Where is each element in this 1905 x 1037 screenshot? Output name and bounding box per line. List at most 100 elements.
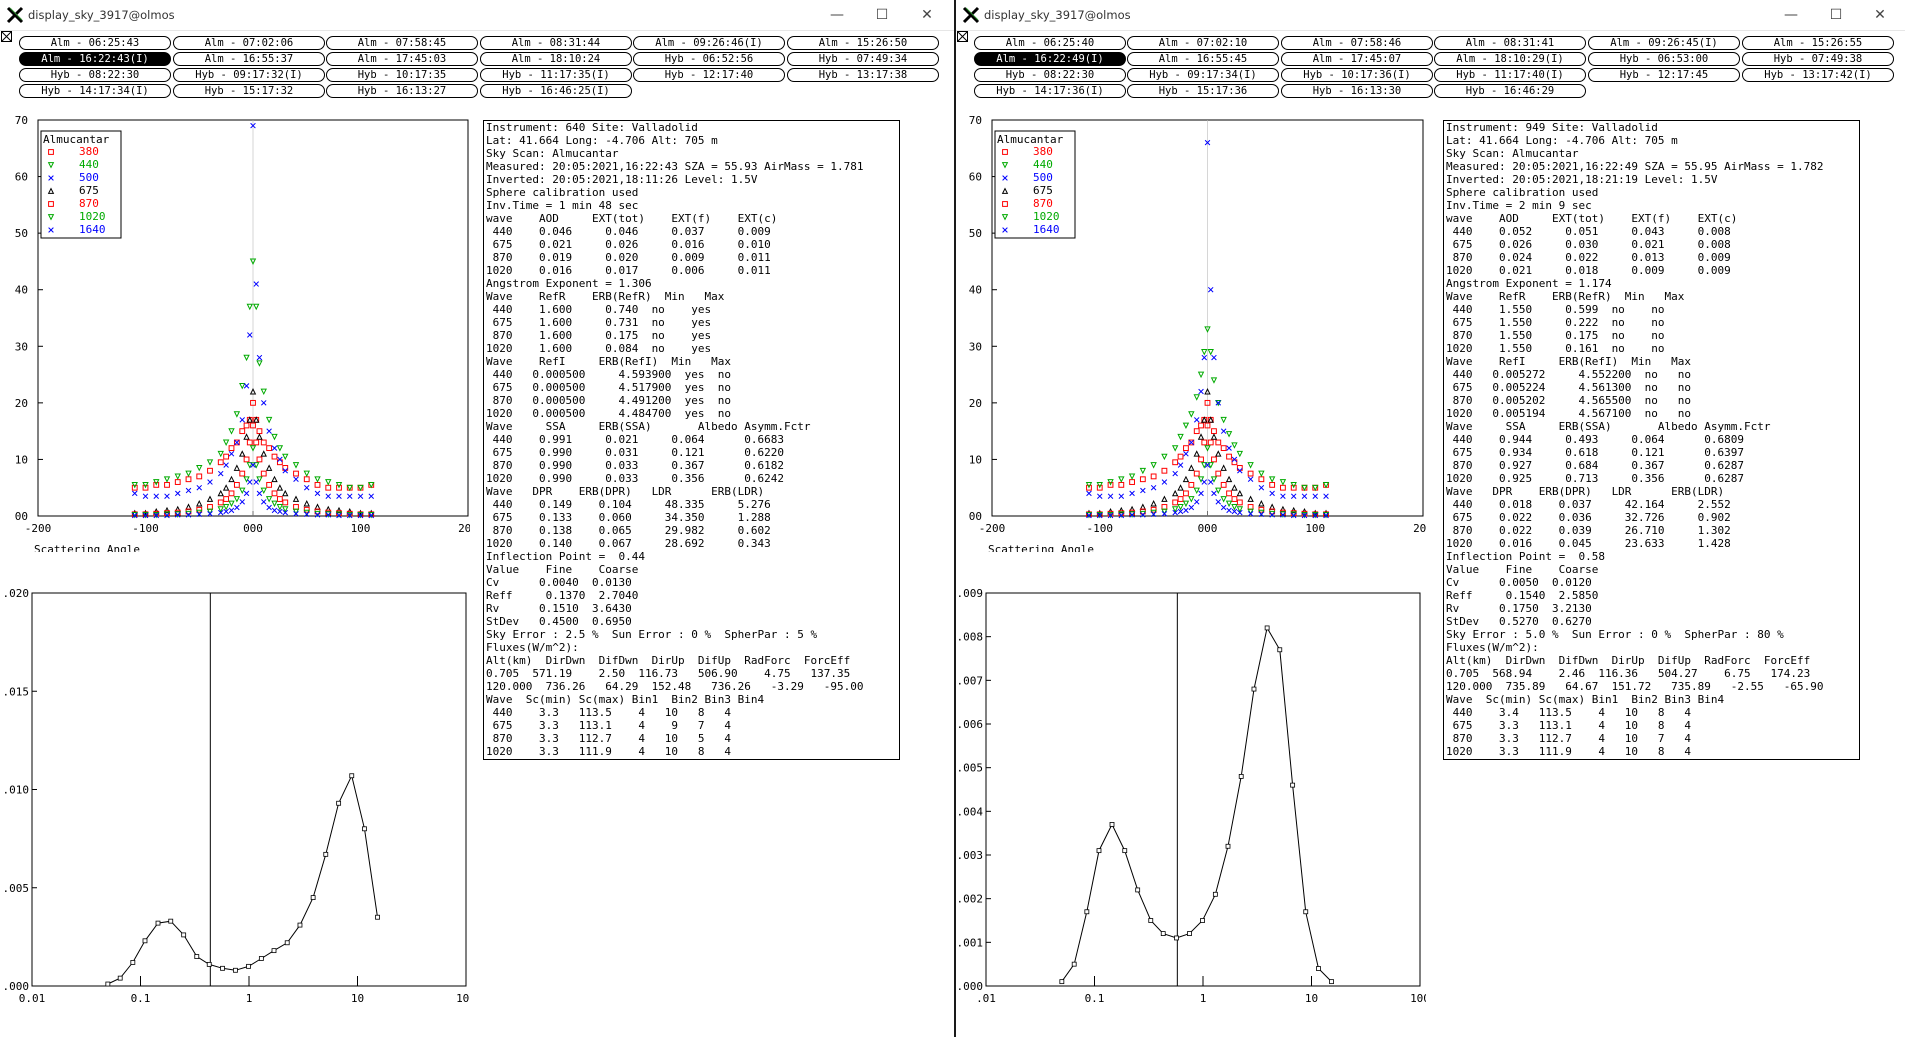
measurement-button[interactable]: Alm - 18:10:29(I) xyxy=(1434,52,1586,66)
data-point xyxy=(1279,479,1287,486)
data-point xyxy=(1215,439,1222,446)
data-point xyxy=(266,481,273,488)
close-button[interactable]: ✕ xyxy=(1874,7,1886,23)
measurement-button[interactable]: Hyb - 09:17:34(I) xyxy=(1127,68,1279,82)
maximize-button[interactable]: ☐ xyxy=(1829,7,1843,23)
data-point xyxy=(196,465,203,472)
data-point xyxy=(260,470,267,477)
close-button[interactable]: ✕ xyxy=(921,7,933,23)
minimize-button[interactable]: — xyxy=(1784,7,1798,23)
measurement-button[interactable]: Hyb - 10:17:35 xyxy=(326,68,478,82)
measurement-button[interactable]: Alm - 16:55:45 xyxy=(1127,52,1279,66)
data-point xyxy=(368,493,375,499)
measurement-button[interactable]: Alm - 08:31:44 xyxy=(480,36,632,50)
data-point xyxy=(223,453,230,460)
measurement-button[interactable]: Alm - 16:55:37 xyxy=(173,52,325,66)
measurement-button[interactable]: Hyb - 16:46:29 xyxy=(1434,84,1586,98)
legend-frame xyxy=(994,130,1076,239)
data-point xyxy=(1207,439,1214,446)
data-point xyxy=(253,439,260,446)
measurement-button[interactable]: Hyb - 11:17:35(I) xyxy=(480,68,632,82)
measurement-button[interactable]: Hyb - 16:46:25(I) xyxy=(480,84,632,98)
measurement-button[interactable]: Hyb - 11:17:40(I) xyxy=(1434,68,1586,82)
data-point xyxy=(1204,399,1211,406)
measurement-button[interactable]: Hyb - 06:52:56 xyxy=(633,52,785,66)
inversion-info-text: Instrument: 949 Site: Valladolid Lat: 41… xyxy=(1446,121,1824,758)
window-titlebar[interactable]: display_sky_3917@olmos — ☐ ✕ xyxy=(0,0,954,31)
data-point xyxy=(1269,512,1275,518)
data-point xyxy=(185,512,192,518)
y-tick-label: .008 xyxy=(957,631,984,644)
measurement-button[interactable]: Hyb - 08:22:30 xyxy=(974,68,1126,82)
y-tick-label: 50 xyxy=(969,227,982,240)
data-point xyxy=(1207,462,1214,469)
data-point xyxy=(1129,512,1135,518)
data-point xyxy=(233,481,240,488)
close-icon[interactable] xyxy=(957,31,968,42)
measurement-button[interactable]: Hyb - 07:49:38 xyxy=(1742,52,1894,66)
data-point xyxy=(253,303,260,311)
measurement-button[interactable]: Hyb - 06:53:00 xyxy=(1588,52,1740,66)
measurement-button[interactable]: Alm - 09:26:46(I) xyxy=(633,36,785,50)
data-point xyxy=(1128,505,1136,513)
measurement-button[interactable]: Hyb - 14:17:34(I) xyxy=(19,84,171,98)
measurement-button[interactable]: Alm - 07:02:06 xyxy=(173,36,325,50)
minimize-button[interactable]: — xyxy=(830,7,844,23)
measurement-button[interactable]: Hyb - 16:13:27 xyxy=(326,84,478,98)
measurement-button[interactable]: Hyb - 08:22:30 xyxy=(19,68,171,82)
data-point xyxy=(282,467,289,474)
legend-marker xyxy=(1002,149,1008,155)
data-point xyxy=(1193,450,1200,457)
data-point xyxy=(375,914,380,920)
measurement-button[interactable]: Hyb - 12:17:40 xyxy=(633,68,785,82)
measurement-button[interactable]: Alm - 07:58:45 xyxy=(326,36,478,50)
data-point xyxy=(153,493,160,499)
measurement-button[interactable]: Hyb - 10:17:36(I) xyxy=(1281,68,1433,82)
measurement-button[interactable]: Alm - 07:02:10 xyxy=(1127,36,1279,50)
data-point xyxy=(1220,428,1227,434)
measurement-button[interactable]: Hyb - 13:17:38 xyxy=(787,68,939,82)
legend-label: 1020 xyxy=(1033,210,1060,223)
close-icon[interactable] xyxy=(1,31,12,42)
measurement-button[interactable]: Hyb - 15:17:36 xyxy=(1127,84,1279,98)
measurement-button[interactable]: Alm - 17:45:03 xyxy=(326,52,478,66)
y-tick-label: 10 xyxy=(15,453,28,466)
measurement-button[interactable]: Hyb - 16:13:30 xyxy=(1281,84,1433,98)
measurement-button[interactable]: Alm - 06:25:43 xyxy=(19,36,171,50)
measurement-button[interactable]: Alm - 08:31:41 xyxy=(1434,36,1586,50)
measurement-button[interactable]: Hyb - 15:17:32 xyxy=(173,84,325,98)
data-point xyxy=(1200,918,1205,923)
maximize-button[interactable]: ☐ xyxy=(875,7,889,23)
measurement-button[interactable]: Alm - 15:26:50 xyxy=(787,36,939,50)
measurement-button[interactable]: Alm - 15:26:55 xyxy=(1742,36,1894,50)
measurement-button[interactable]: Hyb - 12:17:45 xyxy=(1588,68,1740,82)
data-point xyxy=(239,382,246,390)
data-point xyxy=(131,484,138,491)
measurement-button[interactable]: Alm - 07:58:46 xyxy=(1281,36,1433,50)
data-point xyxy=(325,484,332,491)
window-titlebar[interactable]: display_sky_3917@olmos — ☐ ✕ xyxy=(956,0,1905,31)
data-point xyxy=(1290,484,1297,491)
measurement-button[interactable]: Hyb - 14:17:36(I) xyxy=(974,84,1126,98)
measurement-button[interactable]: Alm - 09:26:45(I) xyxy=(1588,36,1740,50)
legend-label: 440 xyxy=(79,158,99,171)
data-point xyxy=(256,490,263,497)
data-point xyxy=(1301,512,1308,519)
measurement-button[interactable]: Alm - 16:22:43(I) xyxy=(19,52,171,66)
measurement-button[interactable]: Hyb - 07:49:34 xyxy=(787,52,939,66)
data-point xyxy=(1107,512,1114,519)
measurement-button[interactable]: Alm - 16:22:49(I) xyxy=(974,52,1126,66)
measurement-button[interactable]: Alm - 06:25:40 xyxy=(974,36,1126,50)
measurement-button[interactable]: Alm - 18:10:24 xyxy=(480,52,632,66)
data-point xyxy=(223,508,229,515)
data-point xyxy=(1247,476,1254,482)
data-point xyxy=(303,511,310,518)
measurement-button[interactable]: Alm - 17:45:07 xyxy=(1281,52,1433,66)
data-point xyxy=(206,508,214,515)
data-point xyxy=(142,481,149,489)
measurement-button[interactable]: Hyb - 09:17:32(I) xyxy=(173,68,325,82)
legend-marker xyxy=(1002,227,1008,233)
data-point xyxy=(1226,507,1232,514)
legend-label: 870 xyxy=(79,197,99,210)
measurement-button[interactable]: Hyb - 13:17:42(I) xyxy=(1742,68,1894,82)
